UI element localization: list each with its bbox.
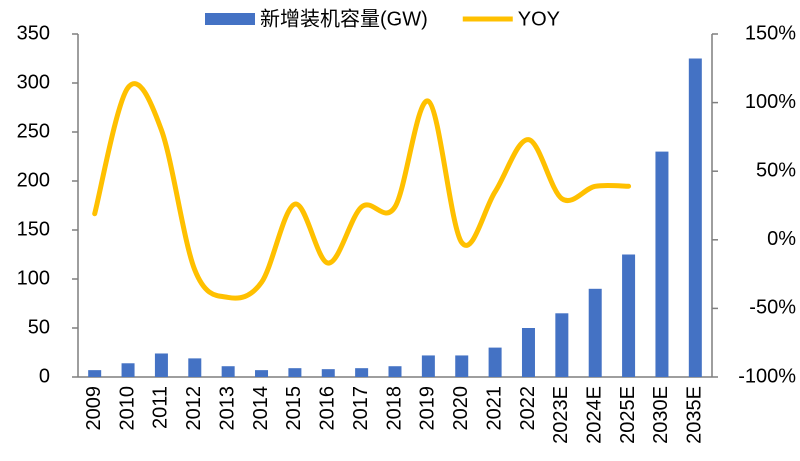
x-tick-label: 2015 bbox=[283, 386, 305, 431]
y-tick-label: 250 bbox=[17, 120, 50, 142]
y-tick-label: 200 bbox=[17, 169, 50, 191]
bar bbox=[188, 358, 202, 377]
bar bbox=[154, 353, 168, 377]
bar bbox=[688, 58, 702, 377]
bar bbox=[121, 363, 135, 377]
x-tick-label: 2025E bbox=[617, 386, 639, 444]
bar bbox=[255, 370, 269, 377]
y2-tick-label: 50% bbox=[756, 159, 796, 181]
bar bbox=[421, 355, 435, 377]
x-tick-label: 2035E bbox=[684, 386, 706, 444]
bar bbox=[355, 368, 369, 377]
y-tick-label: 100 bbox=[17, 267, 50, 289]
y-tick-label: 0 bbox=[39, 365, 50, 387]
legend-label: 新增装机容量(GW) bbox=[260, 7, 428, 30]
bar bbox=[655, 151, 669, 377]
bar bbox=[221, 366, 235, 377]
bar bbox=[622, 254, 636, 377]
x-tick-label: 2023E bbox=[550, 386, 572, 444]
y-tick-label: 300 bbox=[17, 71, 50, 93]
bar bbox=[588, 288, 602, 377]
bar bbox=[288, 368, 302, 377]
x-tick-label: 2011 bbox=[150, 386, 172, 429]
x-tick-label: 2018 bbox=[383, 386, 405, 431]
x-tick-label: 2013 bbox=[216, 386, 238, 431]
y-tick-label: 50 bbox=[28, 316, 50, 338]
bar bbox=[555, 313, 569, 377]
bar bbox=[488, 347, 502, 377]
bar bbox=[455, 355, 469, 377]
x-tick-label: 2010 bbox=[116, 386, 138, 431]
bar bbox=[521, 328, 535, 377]
y2-tick-label: 150% bbox=[745, 22, 796, 44]
line bbox=[92, 81, 632, 301]
legend-swatch bbox=[205, 13, 255, 25]
x-tick-label: 2030E bbox=[650, 386, 672, 444]
y2-tick-label: 100% bbox=[745, 91, 796, 113]
x-tick-label: 2017 bbox=[350, 386, 372, 431]
x-tick-label: 2021 bbox=[483, 386, 505, 431]
y-tick-label: 150 bbox=[17, 218, 50, 240]
x-tick-label: 2012 bbox=[183, 386, 205, 431]
bar bbox=[321, 369, 335, 377]
x-tick-label: 2019 bbox=[417, 386, 439, 431]
x-tick-label: 2009 bbox=[83, 386, 105, 431]
bar bbox=[388, 366, 402, 377]
y2-tick-label: -100% bbox=[738, 365, 796, 387]
legend-label: YOY bbox=[518, 8, 560, 30]
x-tick-label: 2014 bbox=[250, 386, 272, 431]
x-tick-label: 2016 bbox=[317, 386, 339, 431]
x-tick-label: 2024E bbox=[583, 386, 605, 444]
y2-tick-label: -50% bbox=[749, 297, 796, 319]
x-tick-label: 2022 bbox=[517, 386, 539, 431]
x-tick-label: 2020 bbox=[450, 386, 472, 431]
bar bbox=[88, 370, 102, 377]
y2-tick-label: 0% bbox=[767, 228, 796, 250]
y-tick-label: 350 bbox=[17, 22, 50, 44]
